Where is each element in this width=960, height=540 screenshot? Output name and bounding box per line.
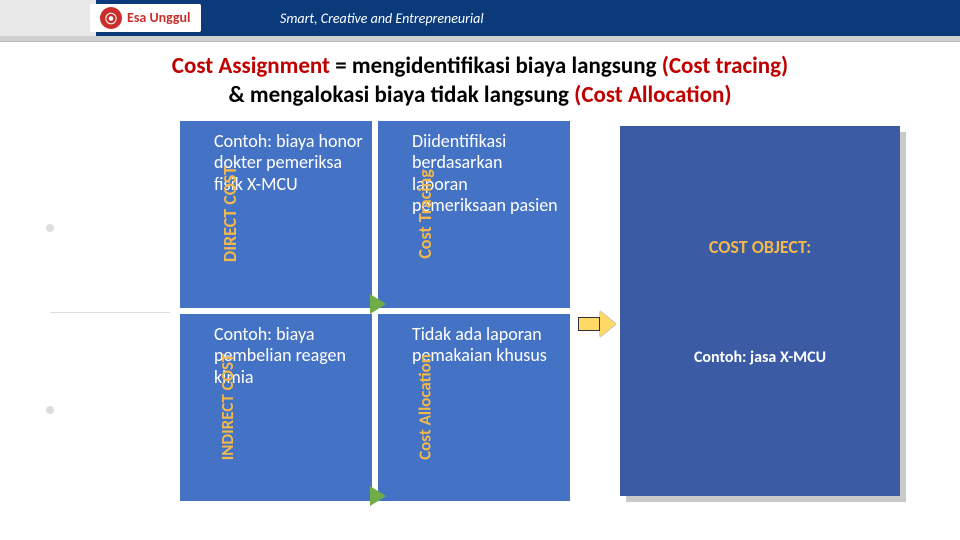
diagram-area: DIRECT COST Contoh: biaya honor dokter p…: [0, 116, 960, 516]
title-text-2: & mengalokasi biaya tidak langsung: [228, 81, 574, 109]
arrow-icon: [370, 294, 386, 314]
cell-cost-tracing: Cost Tracing Diidentifikasi berdasarkan …: [378, 121, 570, 308]
header-tagline: Smart, Creative and Entrepreneurial: [280, 10, 484, 27]
title-term-1: Cost Assignment: [172, 52, 330, 80]
logo-name: Esa Unggul: [127, 9, 191, 26]
label-cost-allocation: Cost Allocation: [414, 354, 435, 460]
page-title: Cost Assignment = mengidentifikasi biaya…: [0, 42, 960, 116]
label-direct-cost: DIRECT COST: [219, 166, 241, 262]
arrow-icon: [370, 486, 386, 506]
title-highlight-1: (Cost tracing): [662, 52, 788, 80]
cost-object-box: COST OBJECT: Contoh: jasa X-MCU: [620, 126, 900, 496]
cost-object-title: COST OBJECT:: [634, 236, 886, 258]
bullet-icon: [46, 406, 54, 414]
flow-arrow-icon: [578, 311, 616, 337]
cell-direct-cost: DIRECT COST Contoh: biaya honor dokter p…: [180, 121, 372, 308]
logo-mark-icon: ⦿: [100, 7, 122, 29]
header-bar: ⦿ Esa Unggul Smart, Creative and Entrepr…: [0, 0, 960, 36]
bullet-icon: [46, 224, 54, 232]
title-highlight-2: (Cost Allocation): [574, 81, 731, 109]
cell-indirect-cost: INDIRECT COST Contoh: biaya pembelian re…: [180, 314, 372, 501]
cell-cost-allocation: Cost Allocation Tidak ada laporan pemaka…: [378, 314, 570, 501]
logo: ⦿ Esa Unggul: [90, 4, 201, 32]
title-text-1: = mengidentifikasi biaya langsung: [330, 52, 662, 80]
cost-object-subtitle: Contoh: jasa X-MCU: [634, 348, 886, 367]
label-indirect-cost: INDIRECT COST: [217, 354, 238, 461]
logo-text: Esa Unggul: [127, 11, 191, 25]
label-cost-tracing: Cost Tracing: [414, 169, 436, 259]
connector-line: [50, 312, 170, 313]
